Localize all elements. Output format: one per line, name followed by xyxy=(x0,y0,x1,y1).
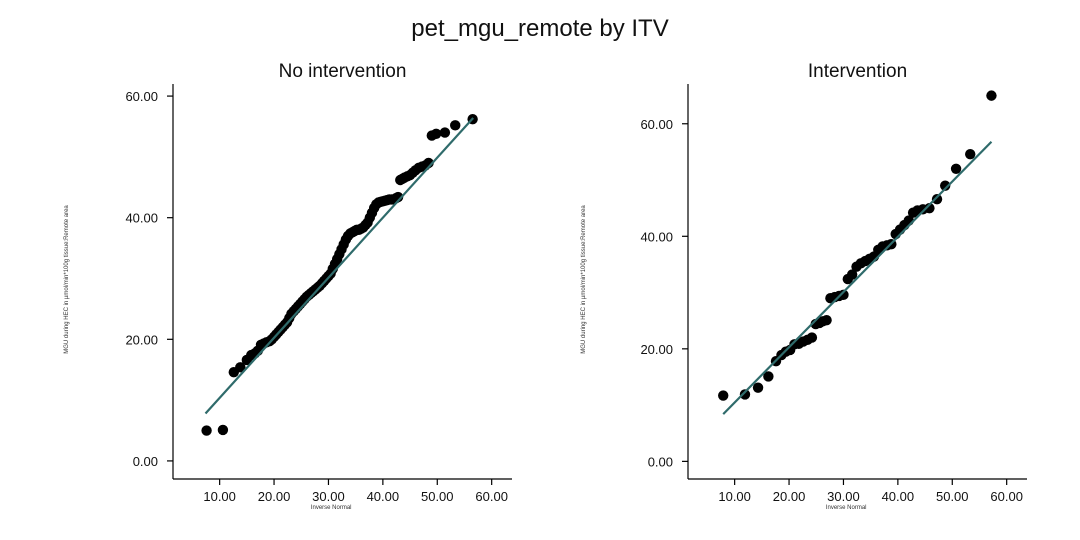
data-point xyxy=(838,289,849,301)
panel-title: Intervention xyxy=(808,61,907,82)
y-tick-label: 20.00 xyxy=(640,342,673,357)
y-tick-label: 0.00 xyxy=(648,454,673,469)
x-tick-label: 60.00 xyxy=(475,489,508,504)
panel-title: No intervention xyxy=(279,61,407,82)
x-tick-label: 10.00 xyxy=(718,489,751,504)
data-point xyxy=(217,424,229,436)
data-point xyxy=(846,269,858,280)
data-point xyxy=(430,128,442,139)
data-point xyxy=(965,148,976,160)
panel-intervention: Intervention 10.00 20.00 30.00 40.00 50.00 60.… xyxy=(581,61,1027,511)
data-point xyxy=(739,389,751,400)
y-tick-label: 60.00 xyxy=(125,89,158,104)
x-tick-label: 10.00 xyxy=(203,489,236,504)
x-tick-label: 20.00 xyxy=(258,489,291,504)
y-tick-label: 60.00 xyxy=(640,117,673,132)
x-axis-label: Inverse Normal xyxy=(311,505,352,511)
x-tick-label: 40.00 xyxy=(882,489,915,504)
data-point xyxy=(763,371,774,382)
x-tick-label: 60.00 xyxy=(990,489,1023,504)
x-tick-label: 50.00 xyxy=(936,489,969,504)
reference-line xyxy=(204,117,474,415)
y-tick-label: 20.00 xyxy=(125,332,158,347)
data-point xyxy=(821,314,832,326)
data-point xyxy=(950,163,962,174)
x-tick-label: 50.00 xyxy=(421,489,454,504)
reference-line xyxy=(722,140,993,415)
data-point xyxy=(806,332,818,343)
figure-title: pet_mgu_remote by ITV xyxy=(411,15,668,42)
y-axis-label: MGU during HEC in µmol/min*100g tissue:R… xyxy=(64,205,70,354)
data-point xyxy=(718,390,729,401)
y-tick-label: 40.00 xyxy=(640,229,673,244)
x-tick-label: 40.00 xyxy=(367,489,400,504)
data-point xyxy=(201,425,212,436)
data-point xyxy=(931,193,943,205)
data-point xyxy=(752,382,764,393)
data-point xyxy=(986,90,997,101)
data-point xyxy=(450,120,461,131)
x-tick-label: 30.00 xyxy=(312,489,345,504)
y-axis-label: MGU during HEC in µmol/min*100g tissue:R… xyxy=(581,205,587,354)
data-point xyxy=(924,202,935,214)
x-tick-label: 30.00 xyxy=(827,489,860,504)
y-tick-label: 40.00 xyxy=(125,211,158,226)
data-point xyxy=(439,127,451,138)
x-tick-label: 20.00 xyxy=(773,489,806,504)
panel-no-intervention: No intervention 10.00 20.00 30.00 40.00 50.00… xyxy=(64,61,512,511)
y-tick-label: 0.00 xyxy=(133,454,158,469)
x-axis-label: Inverse Normal xyxy=(826,505,867,511)
data-point xyxy=(235,362,246,373)
data-point xyxy=(939,180,951,191)
